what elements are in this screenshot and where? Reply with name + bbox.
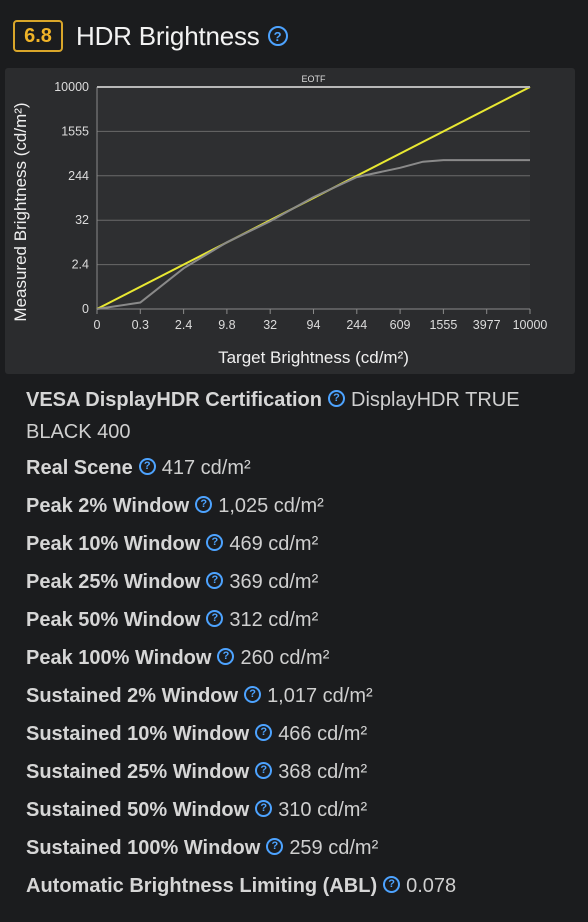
x-tick-label: 9.8 [218,318,235,332]
series-line [96,159,530,310]
metric-value: 469 cd/m² [229,533,319,555]
metric-value: 259 cd/m² [289,837,379,859]
metric-label: Sustained 100% Window [26,837,261,859]
metric-label: Peak 2% Window [26,495,190,517]
help-icon[interactable]: ? [217,648,235,666]
metric-label: Real Scene [26,457,133,479]
metric-label: Peak 25% Window [26,571,201,593]
score-badge: 6.8 [13,20,63,52]
eotf-chart-svg: 0 0.3 2.4 9.8 32 94 244 609 1555 3977 10000 0 2.4 32 2… [11,74,548,367]
help-icon[interactable]: ? [206,610,224,628]
x-tick-label: 94 [307,318,321,332]
y-tick-label: 244 [68,169,89,183]
metric-value: 260 cd/m² [240,647,330,669]
x-tick-label: 0 [94,318,101,332]
x-tick-label: 244 [346,318,367,332]
help-icon[interactable]: ? [383,876,401,894]
metric-value: 417 cd/m² [161,457,251,479]
metric-row: Peak 50% Window? 312 cd/m² [26,606,566,634]
metric-row: Automatic Brightness Limiting (ABL)? 0.07… [26,872,566,900]
metric-value: 1,025 cd/m² [218,495,324,517]
help-icon[interactable]: ? [206,534,224,552]
x-tick-label: 609 [390,318,411,332]
eotf-chart: 0 0.3 2.4 9.8 32 94 244 609 1555 3977 10000 0 2.4 32 2… [5,68,575,374]
help-icon[interactable]: ? [206,572,224,590]
metric-row: Peak 100% Window? 260 cd/m² [26,644,566,672]
metric-label: Peak 100% Window [26,647,212,669]
metric-row: Real Scene? 417 cd/m² [26,454,566,482]
section-header: 6.8 HDR Brightness ? [13,18,288,54]
metric-row: Sustained 25% Window? 368 cd/m² [26,758,566,786]
metric-row: Sustained 2% Window? 1,017 cd/m² [26,682,566,710]
metric-value: 466 cd/m² [278,723,368,745]
x-tick-label: 10000 [513,318,548,332]
y-tick-label: 10000 [54,80,89,94]
y-tick-label: 1555 [61,124,89,138]
metric-row: Peak 25% Window? 369 cd/m² [26,568,566,596]
help-icon[interactable]: ? [244,686,262,704]
x-tick-label: 32 [263,318,277,332]
metric-row: Sustained 100% Window? 259 cd/m² [26,834,566,862]
metric-row: Peak 2% Window? 1,025 cd/m² [26,492,566,520]
section-title: HDR Brightness [76,20,260,51]
help-icon[interactable]: ? [255,800,273,818]
x-tick-label: 0.3 [132,318,149,332]
help-icon[interactable]: ? [255,724,273,742]
metric-label: Sustained 50% Window [26,799,250,821]
metric-value: 312 cd/m² [229,609,319,631]
help-icon[interactable]: ? [328,390,345,408]
x-tick-label: 1555 [429,318,457,332]
metric-label: Automatic Brightness Limiting (ABL) [26,875,378,897]
metric-label: Peak 50% Window [26,609,201,631]
y-tick-label: 32 [75,213,89,227]
metric-label: Sustained 25% Window [26,761,250,783]
metric-label: VESA DisplayHDR Certification [26,389,322,411]
y-axis-label: Measured Brightness (cd/m²) [11,102,30,321]
metric-label: Peak 10% Window [26,533,201,555]
help-icon[interactable]: ? [267,26,288,46]
metric-row: Sustained 10% Window? 466 cd/m² [26,720,566,748]
metric-row: Sustained 50% Window? 310 cd/m² [26,796,566,824]
chart-title: EOTF [302,74,327,84]
help-icon[interactable]: ? [195,496,213,514]
help-icon[interactable]: ? [266,838,284,856]
help-icon[interactable]: ? [255,762,273,780]
metric-value: 1,017 cd/m² [267,685,373,707]
metric-row: VESA DisplayHDR Certification? DisplayHDR… [26,384,566,448]
metric-label: Sustained 10% Window [26,723,250,745]
help-icon[interactable]: ? [138,458,156,476]
y-tick-label: 0 [82,302,89,316]
metric-value: 369 cd/m² [229,571,319,593]
y-tick-label: 2.4 [72,258,89,272]
metric-label: Sustained 2% Window [26,685,239,707]
metric-value: 0.078 [406,875,457,897]
metric-row: Peak 10% Window? 469 cd/m² [26,530,566,558]
metric-value: DisplayHDR TRUE BLACK 400 [26,389,520,443]
x-axis-label: Target Brightness (cd/m²) [218,348,409,367]
metric-value: 310 cd/m² [278,799,368,821]
x-tick-label: 3977 [473,318,501,332]
metrics-list: VESA DisplayHDR Certification? DisplayHDR… [26,384,566,910]
x-tick-label: 2.4 [175,318,192,332]
metric-value: 368 cd/m² [278,761,368,783]
